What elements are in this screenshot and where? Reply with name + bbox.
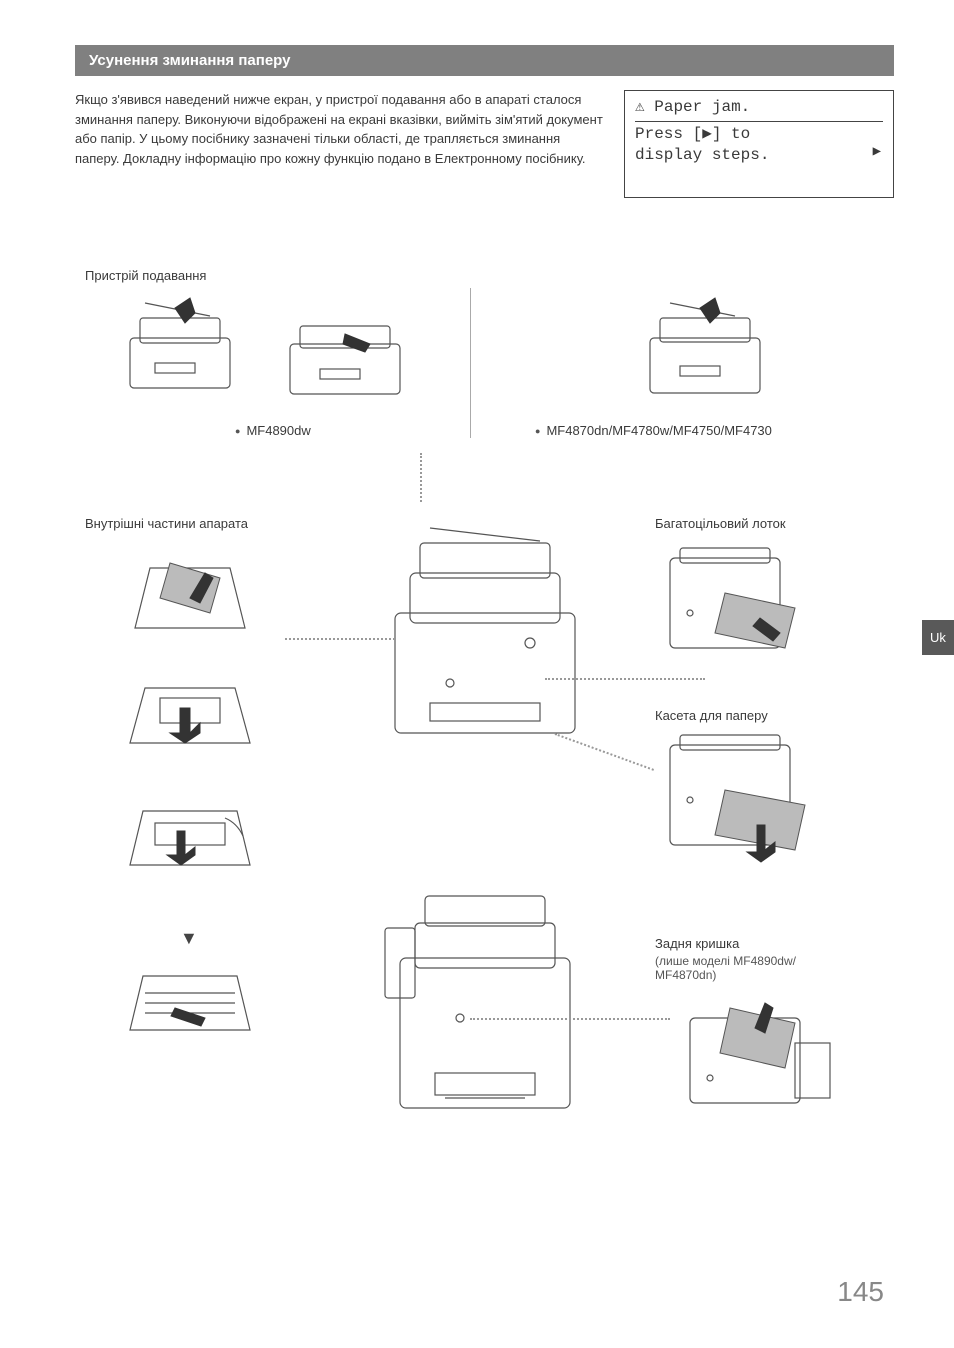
illustration-center-bottom bbox=[350, 868, 620, 1128]
section-title: Усунення зминання паперу bbox=[89, 52, 290, 69]
label-internal: Внутрішні частини апарата bbox=[85, 516, 248, 531]
illustration-feeder-a2 bbox=[275, 304, 415, 404]
label-multi-tray: Багатоцільовий лоток bbox=[655, 516, 786, 531]
language-tab: Uk bbox=[922, 620, 954, 655]
illustration-internal-1 bbox=[115, 543, 265, 643]
label-rear-cover-sub: (лише моделі MF4890dw/ MF4870dn) bbox=[655, 954, 855, 982]
page-number: 145 bbox=[837, 1276, 884, 1308]
label-rear-cover: Задня кришка bbox=[655, 936, 739, 951]
lcd-display-panel: ⚠ Paper jam. Press [▶] to display steps.… bbox=[624, 90, 894, 198]
divider-feeder bbox=[470, 288, 471, 438]
connector-dotted-h3 bbox=[470, 1018, 670, 1020]
illustration-rear-cover bbox=[675, 988, 845, 1118]
illustration-internal-2 bbox=[115, 663, 265, 763]
diagram-area: Пристрій подавання MF4890dw bbox=[75, 268, 895, 1188]
lcd-next-arrow-icon: ▶ bbox=[873, 143, 881, 162]
connector-dotted-h1 bbox=[285, 638, 395, 640]
illustration-feeder-b bbox=[635, 288, 775, 403]
connector-dotted-h2 bbox=[545, 678, 705, 680]
intro-paragraph: Якщо з'явився наведений нижче екран, у п… bbox=[75, 90, 604, 198]
label-model-left: MF4890dw bbox=[235, 423, 311, 438]
illustration-cassette bbox=[655, 730, 825, 870]
illustration-internal-4 bbox=[115, 948, 265, 1048]
illustration-center-top bbox=[350, 503, 620, 753]
section-header-bar: Усунення зминання паперу bbox=[75, 45, 894, 76]
label-cassette: Касета для паперу bbox=[655, 708, 768, 723]
lcd-line3: display steps. bbox=[635, 145, 883, 167]
illustration-multi-tray bbox=[655, 538, 825, 663]
illustration-feeder-a1 bbox=[115, 288, 245, 398]
illustration-internal-3 bbox=[115, 783, 265, 883]
label-model-right: MF4870dn/MF4780w/MF4750/MF4730 bbox=[535, 423, 772, 438]
lcd-line1-text: Paper jam. bbox=[654, 98, 750, 116]
label-feeder: Пристрій подавання bbox=[85, 268, 206, 283]
warning-icon: ⚠ bbox=[635, 98, 645, 116]
arrow-down-icon: ▼ bbox=[180, 928, 198, 949]
lcd-line2: Press [▶] to bbox=[635, 124, 883, 146]
